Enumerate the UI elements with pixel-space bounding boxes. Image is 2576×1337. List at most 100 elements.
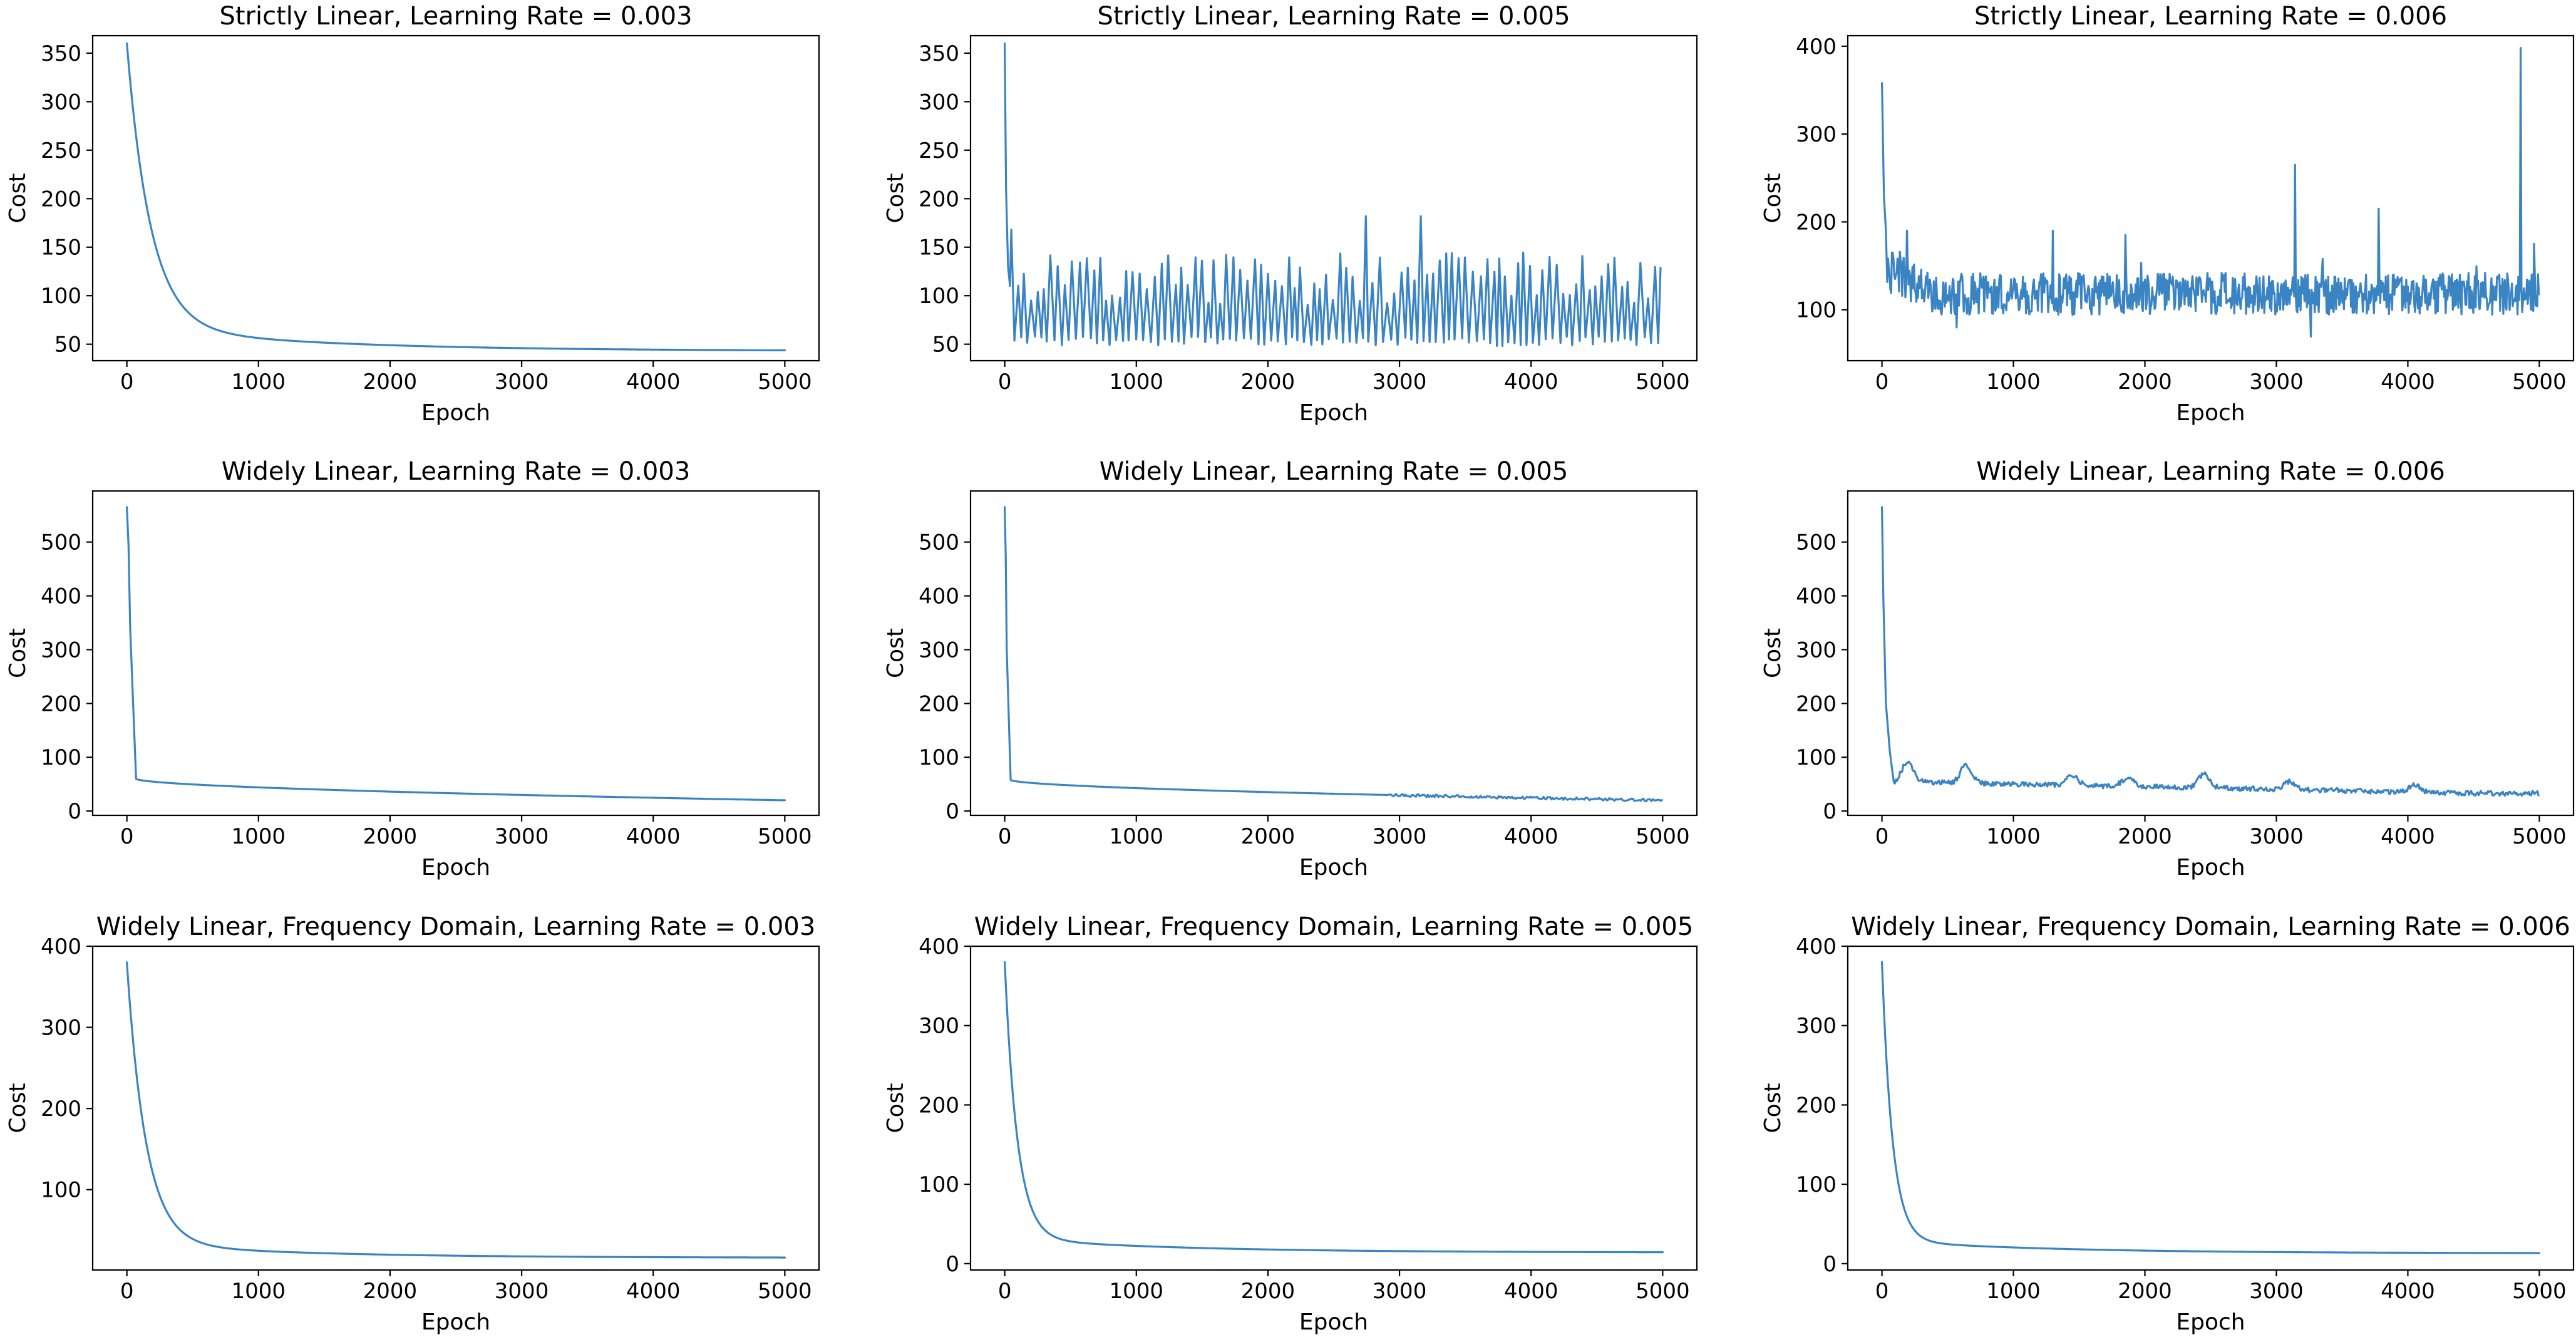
chart-panel: 0 1000 2000 3000 4000 5000 50 100 150 200 250 300 35… [5,2,820,426]
y-tick-label: 200 [919,187,959,212]
chart-title: Strictly Linear, Learning Rate = 0.005 [1097,2,1570,31]
x-axis-label: Epoch [1299,855,1368,880]
x-tick-label: 3000 [495,369,549,395]
x-tick-label: 1000 [1986,1279,2041,1304]
y-tick-label: 500 [41,530,81,555]
y-tick-label: 250 [41,138,81,163]
x-tick-label: 3000 [2249,1279,2304,1304]
y-tick-label: 100 [1796,1172,1837,1197]
chart-panel: 0 1000 2000 3000 4000 5000 0 100 200 300 400 Widely… [883,912,1698,1335]
chart-panel: 0 1000 2000 3000 4000 5000 0 100 200 300 400 500 Wid… [1760,457,2575,880]
x-tick-label: 2000 [1241,1279,1296,1304]
x-tick-label: 3000 [1373,1279,1427,1304]
y-tick-label: 300 [1796,1014,1837,1039]
plot-frame [1847,490,2575,817]
y-tick-label: 100 [1796,298,1837,323]
y-axis-label: Cost [5,1083,31,1133]
y-tick-label: 0 [1823,799,1837,824]
x-tick-label: 0 [1875,1279,1889,1304]
chart-title: Widely Linear, Learning Rate = 0.003 [222,457,691,486]
y-axis-label: Cost [883,628,909,678]
x-tick-label: 1000 [1986,824,2041,849]
y-tick-label: 200 [919,1093,959,1118]
x-tick-label: 0 [998,824,1012,849]
y-axis-label: Cost [5,628,31,678]
chart-title: Widely Linear, Frequency Domain, Learnin… [1851,912,2570,941]
x-tick-label: 4000 [1504,369,1558,395]
chart-title: Widely Linear, Frequency Domain, Learnin… [96,912,816,941]
x-tick-label: 2000 [1241,824,1296,849]
y-tick-label: 50 [932,333,959,358]
x-tick-label: 4000 [1504,1279,1558,1304]
x-tick-label: 4000 [2381,369,2435,395]
x-tick-label: 5000 [2512,824,2567,849]
x-tick-label: 1000 [1110,1279,1164,1304]
x-tick-label: 4000 [626,369,681,395]
y-axis-label: Cost [1760,628,1786,678]
y-tick-label: 100 [919,745,959,770]
y-tick-label: 50 [54,333,81,358]
chart-title: Strictly Linear, Learning Rate = 0.003 [219,2,692,31]
x-tick-label: 3000 [1373,369,1427,395]
y-axis-label: Cost [883,1083,909,1133]
x-tick-label: 4000 [2381,1279,2435,1304]
y-tick-label: 400 [919,934,959,959]
x-tick-label: 0 [120,1279,134,1304]
y-tick-label: 400 [1796,934,1837,959]
x-axis-label: Epoch [421,1309,490,1335]
y-tick-label: 0 [68,799,81,824]
x-tick-label: 3000 [2249,824,2304,849]
x-tick-label: 2000 [2118,369,2172,395]
x-axis-label: Epoch [2176,1309,2245,1335]
y-tick-label: 100 [919,284,959,309]
x-tick-label: 2000 [2118,824,2172,849]
series-line [126,42,786,351]
chart-panel: 0 1000 2000 3000 4000 5000 100 200 300 400 Strictl… [1760,2,2575,426]
x-tick-label: 0 [1875,824,1889,849]
y-tick-label: 0 [945,799,959,824]
x-tick-label: 1000 [1110,824,1164,849]
x-tick-label: 5000 [2512,369,2567,395]
y-tick-label: 100 [919,1172,959,1197]
x-tick-label: 0 [998,1279,1012,1304]
series-line [1881,961,2540,1254]
plot-frame [969,490,1698,817]
x-axis-label: Epoch [1299,1309,1368,1335]
plot-frame [91,945,820,1271]
x-tick-label: 5000 [758,824,812,849]
y-tick-label: 300 [919,1014,959,1039]
x-tick-label: 0 [1875,369,1889,395]
chart-panel: 0 1000 2000 3000 4000 5000 0 100 200 300 400 Widely… [1760,912,2575,1335]
x-tick-label: 5000 [2512,1279,2567,1304]
x-axis-label: Epoch [421,855,490,880]
series-line [1881,47,2540,338]
chart-title: Widely Linear, Learning Rate = 0.005 [1100,457,1569,486]
y-tick-label: 100 [41,284,81,309]
y-tick-label: 500 [919,530,959,555]
x-tick-label: 3000 [2249,369,2304,395]
series-line [1004,506,1663,803]
plot-frame [91,34,820,362]
series-line [1004,42,1662,348]
y-tick-label: 200 [1796,210,1837,235]
series-line [1881,506,2540,797]
y-tick-label: 100 [41,1178,81,1203]
x-tick-label: 1000 [232,1279,286,1304]
chart-panel: 0 1000 2000 3000 4000 5000 100 200 300 400 Widely … [5,912,820,1335]
x-axis-label: Epoch [2176,855,2245,880]
y-tick-label: 300 [919,638,959,663]
y-tick-label: 400 [41,584,81,609]
x-axis-label: Epoch [1299,400,1368,426]
x-tick-label: 3000 [495,1279,549,1304]
x-tick-label: 1000 [1110,369,1164,395]
x-tick-label: 1000 [232,824,286,849]
y-tick-label: 350 [41,41,81,66]
y-tick-label: 150 [41,235,81,261]
y-tick-label: 200 [41,1097,81,1122]
x-tick-label: 1000 [1986,369,2041,395]
y-tick-label: 500 [1796,530,1837,555]
plot-frame [969,945,1698,1271]
y-tick-label: 200 [41,691,81,716]
y-tick-label: 100 [1796,745,1837,770]
y-tick-label: 200 [41,187,81,212]
